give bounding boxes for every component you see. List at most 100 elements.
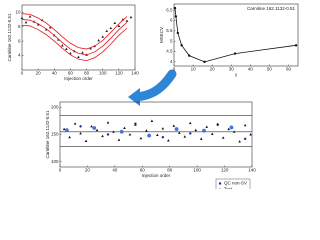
data-point [112, 130, 115, 133]
data-point [167, 139, 170, 142]
data-point [79, 132, 82, 135]
y-tick-label: 6 [18, 38, 21, 43]
arrow-head [128, 88, 140, 106]
data-point [156, 133, 159, 137]
data-point [229, 125, 234, 130]
y-axis-label: Carnitine 162.1132-0.51 [7, 13, 12, 61]
data-point [73, 122, 77, 125]
data-point [194, 128, 198, 132]
arrow [131, 69, 177, 102]
y-tick-label: 8 [18, 24, 21, 29]
data-point [44, 28, 48, 31]
x-tick-label: 100 [193, 168, 201, 173]
data-point [172, 124, 176, 127]
x-tick-label: 80 [84, 71, 90, 76]
y-tick-label: 4 [170, 59, 173, 64]
data-point [79, 125, 82, 128]
x-axis-label: γ [235, 72, 238, 77]
data-point [105, 29, 109, 32]
data-point [188, 121, 192, 125]
data-point [113, 21, 117, 25]
data-point [95, 128, 99, 132]
data-point [150, 119, 154, 122]
x-axis-label: Injection order [142, 173, 171, 178]
data-point [69, 51, 72, 55]
x-tick-label: 100 [99, 71, 107, 76]
data-point [249, 133, 252, 136]
data-point [90, 124, 93, 128]
series-line [174, 8, 297, 63]
data-point [180, 44, 183, 47]
data-point [64, 128, 69, 133]
x-tick-label: 140 [248, 168, 256, 173]
data-point [106, 121, 110, 124]
data-point [134, 123, 137, 126]
data-point [68, 135, 71, 139]
data-point [147, 133, 152, 138]
data-point [232, 130, 236, 133]
legend-label: Test [224, 187, 233, 189]
data-point [117, 138, 121, 141]
x-tick-label: 140 [131, 71, 139, 76]
x-tick-label: 20 [210, 67, 216, 72]
data-point [205, 125, 209, 128]
data-point [294, 44, 298, 47]
y-tick-label: 10 [15, 9, 21, 14]
data-point [210, 132, 214, 135]
data-point [221, 136, 225, 139]
data-point [62, 127, 66, 131]
y-tick-label: 100 [51, 159, 59, 164]
data-point [97, 38, 100, 42]
x-tick-label: 20 [85, 168, 91, 173]
x-tick-label: 120 [115, 71, 123, 76]
x-axis-label: Injection order [64, 76, 93, 81]
data-point [117, 24, 121, 27]
x-tick-label: 120 [221, 168, 229, 173]
y-tick-label: 6 [170, 18, 173, 23]
y-axis-label: Carnitine 162.1132-0.51 [45, 110, 50, 158]
data-point [243, 137, 247, 141]
x-tick-label: 80 [167, 168, 173, 173]
legend-marker [219, 188, 221, 189]
legend-marker [218, 182, 222, 185]
data-point [227, 127, 230, 131]
data-point [89, 46, 92, 50]
data-point [161, 136, 165, 139]
legend-box [215, 178, 251, 189]
data-point [174, 15, 178, 18]
series-line [21, 19, 128, 56]
data-point [176, 31, 180, 35]
data-point [28, 15, 32, 18]
data-point [199, 137, 203, 140]
y-tick-label: 200 [51, 105, 59, 110]
x-tick-label: 0 [59, 168, 62, 173]
plot-frame [21, 4, 136, 71]
data-point [20, 16, 24, 19]
data-point [109, 26, 113, 30]
plot-frame [59, 101, 253, 168]
data-point [145, 129, 148, 132]
x-tick-label: 60 [140, 168, 146, 173]
data-point [48, 25, 52, 29]
data-point [189, 132, 192, 135]
x-tick-label: 60 [68, 71, 74, 76]
chart-title: Carnitine 162.1132-0.51 [247, 6, 295, 11]
data-point [106, 133, 110, 136]
data-point [84, 139, 88, 142]
data-point [81, 51, 84, 54]
data-point [77, 55, 80, 58]
x-tick-label: 40 [52, 71, 58, 76]
data-point [61, 44, 64, 47]
x-tick-label: 30 [229, 67, 235, 72]
data-point [238, 140, 241, 143]
data-point [202, 128, 206, 133]
data-point [119, 129, 124, 134]
data-point [216, 122, 220, 126]
data-point [183, 135, 187, 138]
data-point [243, 123, 247, 127]
y-tick-label: 5.5 [166, 28, 173, 33]
data-point [125, 19, 129, 22]
x-tick-label: 60 [286, 67, 292, 72]
data-point [178, 131, 181, 134]
